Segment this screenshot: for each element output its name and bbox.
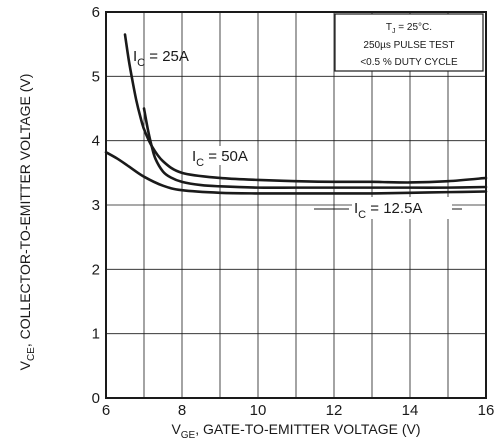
label-50a-background bbox=[190, 146, 248, 165]
y-tick-label: 6 bbox=[92, 4, 100, 21]
y-tick-label: 2 bbox=[92, 261, 100, 278]
label-ic-25a: IC = 25A bbox=[133, 48, 189, 69]
grid bbox=[106, 12, 486, 398]
x-axis-title: VGE, GATE-TO-EMITTER VOLTAGE (V) bbox=[171, 421, 420, 441]
note-box bbox=[334, 13, 484, 72]
x-tick-label: 10 bbox=[250, 402, 267, 419]
y-tick-label: 0 bbox=[92, 390, 100, 407]
y-tick-label: 5 bbox=[92, 68, 100, 85]
curve-label-12-5a: IC = 12.5A bbox=[314, 197, 462, 221]
note-line-3: <0.5 % DUTY CYCLE bbox=[360, 57, 458, 68]
x-tick-label: 14 bbox=[402, 402, 419, 419]
y-axis-title: VCE, COLLECTOR-TO-EMITTER VOLTAGE (V) bbox=[17, 74, 37, 371]
series-line-ic-12-5a bbox=[104, 150, 488, 195]
series-line-ic-50a bbox=[142, 107, 488, 190]
series-line-ic-25a bbox=[123, 33, 488, 184]
curve-label-50a: IC = 50A bbox=[190, 146, 248, 169]
x-tick-label: 8 bbox=[178, 402, 186, 419]
x-tick-label: 6 bbox=[102, 402, 110, 419]
y-tick-label: 3 bbox=[92, 197, 100, 214]
label-12-5a-background bbox=[352, 197, 452, 219]
note-line-1: TJ = 25°C. bbox=[386, 22, 432, 35]
y-tick-label: 4 bbox=[92, 133, 100, 150]
label-ic-50a: IC = 50A bbox=[192, 148, 248, 169]
plot-frame bbox=[105, 11, 487, 399]
curve-label-25a: IC = 25A bbox=[133, 48, 189, 69]
test-conditions-note: TJ = 25°C. 250µs PULSE TEST <0.5 % DUTY … bbox=[334, 13, 484, 72]
label-ic-12-5a: IC = 12.5A bbox=[354, 200, 422, 221]
series-lines bbox=[104, 33, 488, 195]
x-tick-label: 16 bbox=[478, 402, 495, 419]
note-line-2: 250µs PULSE TEST bbox=[363, 40, 454, 51]
y-tick-label: 1 bbox=[92, 326, 100, 343]
x-tick-label: 12 bbox=[326, 402, 343, 419]
